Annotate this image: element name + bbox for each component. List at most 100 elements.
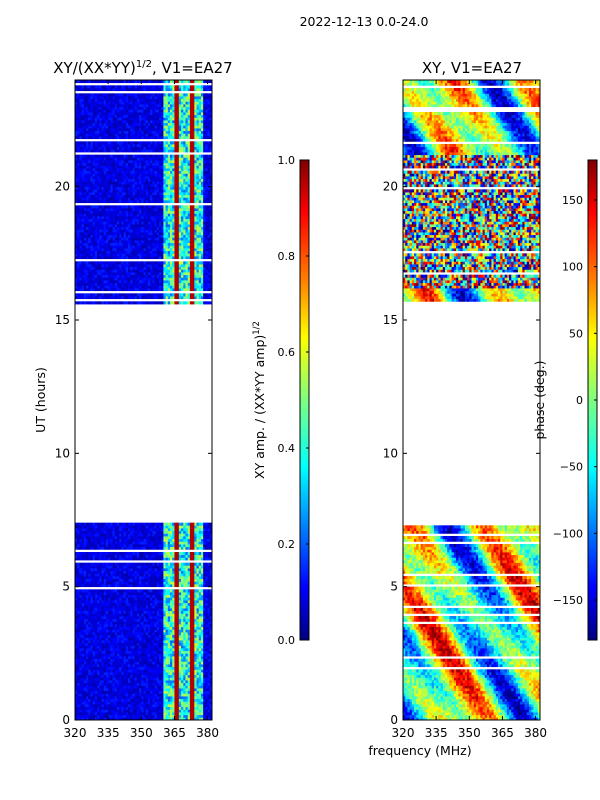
heatmap-cell xyxy=(170,704,173,708)
heatmap-cell xyxy=(185,674,189,678)
heatmap-cell xyxy=(165,565,169,569)
heatmap-cell xyxy=(88,626,91,630)
heatmap-cell xyxy=(196,642,200,646)
heatmap-cell xyxy=(174,573,178,577)
heatmap-cell xyxy=(86,573,89,577)
heatmap-cell xyxy=(185,672,189,676)
heatmap-cell xyxy=(156,653,160,657)
heatmap-cell xyxy=(154,645,158,649)
heatmap-cell xyxy=(161,680,164,684)
heatmap-cell xyxy=(192,562,195,566)
heatmap-cell xyxy=(209,666,212,670)
heatmap-cell xyxy=(163,637,166,641)
heatmap-cell xyxy=(194,701,197,705)
heatmap-cell xyxy=(79,698,83,702)
heatmap-cell xyxy=(152,589,155,593)
heatmap-cell xyxy=(92,616,96,620)
heatmap-cell xyxy=(170,597,173,601)
heatmap-cell xyxy=(198,594,202,598)
heatmap-cell xyxy=(172,576,175,580)
heatmap-cell xyxy=(75,661,78,665)
heatmap-cell xyxy=(174,578,178,582)
heatmap-cell xyxy=(181,637,184,641)
heatmap-cell xyxy=(145,693,149,697)
heatmap-cell xyxy=(141,634,144,638)
heatmap-cell xyxy=(161,576,164,580)
heatmap-cell xyxy=(181,589,184,593)
heatmap-cell xyxy=(97,653,100,657)
heatmap-cell xyxy=(209,608,212,612)
heatmap-cell xyxy=(163,581,166,585)
heatmap-cell xyxy=(121,658,125,662)
heatmap-cell xyxy=(86,634,89,638)
heatmap-cell xyxy=(183,602,186,606)
heatmap-cell xyxy=(108,648,111,652)
heatmap-cell xyxy=(192,600,195,604)
heatmap-cell xyxy=(110,608,113,612)
heatmap-cell xyxy=(203,677,206,681)
heatmap-cell xyxy=(83,637,87,641)
heatmap-cell xyxy=(152,656,155,660)
heatmap-cell xyxy=(92,648,96,652)
heatmap-cell xyxy=(88,632,91,636)
heatmap-cell xyxy=(167,581,171,585)
heatmap-cell xyxy=(181,610,184,614)
heatmap-cell xyxy=(181,653,184,657)
heatmap-cell xyxy=(130,632,133,636)
heatmap-cell xyxy=(134,624,138,628)
heatmap-cell xyxy=(158,650,162,654)
heatmap-cell xyxy=(158,632,162,636)
heatmap-cell xyxy=(86,581,89,585)
heatmap-cell xyxy=(196,709,200,713)
heatmap-cell xyxy=(176,701,180,705)
heatmap-cell xyxy=(198,578,202,582)
heatmap-cell xyxy=(119,624,122,628)
heatmap-cell xyxy=(108,672,111,676)
heatmap-cell xyxy=(103,594,107,598)
heatmap-cell xyxy=(176,677,180,681)
heatmap-cell xyxy=(105,656,109,660)
heatmap-cell xyxy=(88,698,91,702)
heatmap-cell xyxy=(192,698,195,702)
heatmap-cell xyxy=(132,669,136,673)
heatmap-cell xyxy=(134,581,138,585)
heatmap-cell xyxy=(141,704,144,708)
heatmap-cell xyxy=(165,562,169,566)
heatmap-cell xyxy=(165,642,169,646)
heatmap-cell xyxy=(75,648,78,652)
heatmap-cell xyxy=(141,626,144,630)
heatmap-cell xyxy=(77,573,80,577)
heatmap-cell xyxy=(163,592,166,596)
heatmap-cell xyxy=(101,629,105,633)
heatmap-cell xyxy=(108,661,111,665)
heatmap-cell xyxy=(189,712,193,716)
heatmap-cell xyxy=(198,712,202,716)
heatmap-cell xyxy=(154,624,158,628)
heatmap-cell xyxy=(189,645,193,649)
heatmap-cell xyxy=(161,661,164,665)
heatmap-cell xyxy=(189,682,193,686)
heatmap-cell xyxy=(123,626,127,630)
heatmap-cell xyxy=(103,605,107,609)
heatmap-cell xyxy=(90,672,94,676)
heatmap-cell xyxy=(178,629,182,633)
heatmap-cell xyxy=(125,650,129,654)
heatmap-cell xyxy=(209,714,212,718)
heatmap-cell xyxy=(136,645,140,649)
heatmap-cell xyxy=(150,576,153,580)
heatmap-cell xyxy=(132,648,136,652)
heatmap-cell xyxy=(97,605,100,609)
heatmap-cell xyxy=(139,610,142,614)
heatmap-cell xyxy=(108,565,111,569)
heatmap-cell xyxy=(170,592,173,596)
heatmap-cell xyxy=(139,712,142,716)
heatmap-cell xyxy=(198,618,202,622)
heatmap-cell xyxy=(176,680,180,684)
heatmap-cell xyxy=(178,632,182,636)
heatmap-cell xyxy=(150,661,153,665)
heatmap-cell xyxy=(112,573,116,577)
heatmap-cell xyxy=(94,584,98,588)
heatmap-cell xyxy=(183,674,186,678)
heatmap-cell xyxy=(121,712,125,716)
heatmap-cell xyxy=(114,701,118,705)
